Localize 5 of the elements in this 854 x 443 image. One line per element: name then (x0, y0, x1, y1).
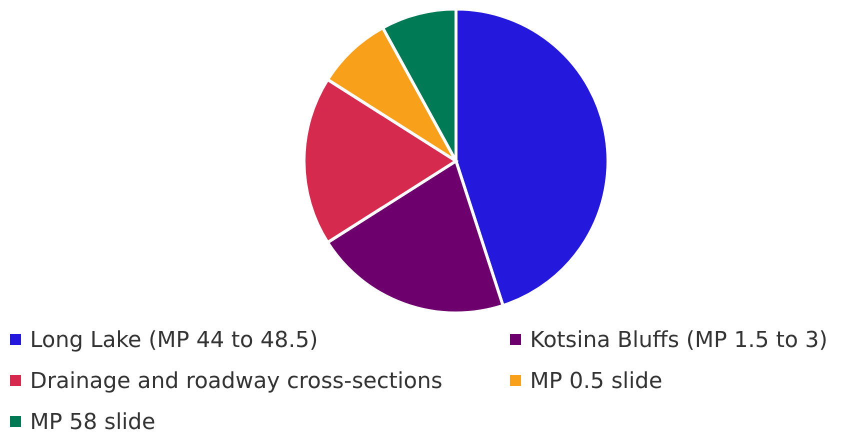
legend-label: Long Lake (MP 44 to 48.5) (30, 328, 318, 353)
legend-label: Kotsina Bluffs (MP 1.5 to 3) (530, 328, 828, 353)
legend-label: MP 0.5 slide (530, 369, 662, 394)
legend-label: MP 58 slide (30, 410, 156, 435)
legend-label: Drainage and roadway cross-sections (30, 369, 443, 394)
